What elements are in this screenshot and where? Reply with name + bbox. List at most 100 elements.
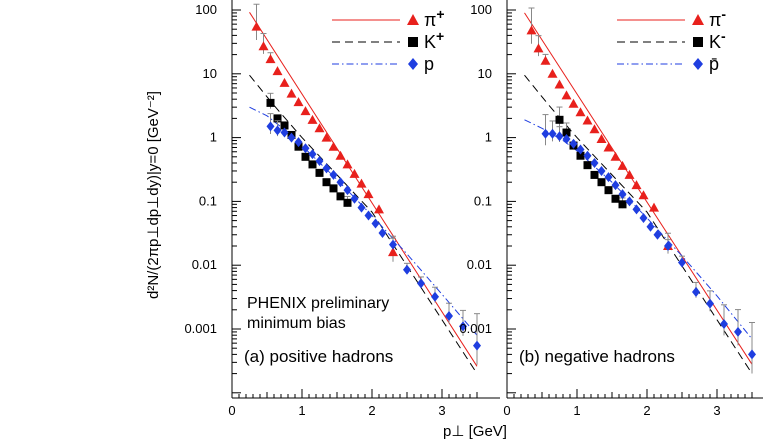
p-point: [364, 210, 373, 221]
pbar-point: [748, 349, 756, 360]
pbar-point: [541, 128, 550, 139]
x-tick-label: 2: [643, 403, 650, 418]
pi+-point: [300, 106, 311, 116]
annotation-line-1: PHENIX preliminary: [247, 295, 389, 312]
pi--point: [561, 90, 572, 100]
p-point: [266, 121, 275, 132]
pi+-point: [335, 150, 346, 160]
p-point: [315, 155, 324, 166]
pi+-point: [279, 77, 290, 87]
pbar-point: [646, 221, 655, 232]
pi--point: [589, 124, 600, 134]
pbar-point: [583, 150, 592, 161]
panel-title: (b) negative hadrons: [519, 347, 675, 366]
x-tick-label: 0: [228, 403, 235, 418]
p-point: [280, 127, 289, 138]
p-point: [343, 185, 352, 196]
legend-marker: [693, 58, 703, 70]
x-tick-label: 3: [438, 403, 445, 418]
y-tick-label: 10: [478, 66, 492, 81]
y-tick-label: 0.1: [199, 193, 217, 208]
p-point: [378, 227, 387, 238]
fit-line-dashdot: [249, 106, 478, 336]
pbar-point: [639, 212, 648, 223]
pbar-point: [597, 165, 606, 176]
legend-label: p̄: [709, 54, 719, 74]
pbar-point: [692, 287, 700, 298]
legend-marker: [693, 37, 703, 47]
pbar-point: [653, 229, 662, 240]
p-point: [431, 291, 439, 302]
pbar-point: [625, 196, 634, 207]
K+-point: [315, 168, 324, 177]
fit-line-dashdot: [524, 119, 753, 340]
legend-marker: [408, 37, 418, 47]
K+-point: [273, 114, 282, 123]
pbar-point: [590, 157, 599, 168]
annotation-line-2: minimum bias: [247, 315, 346, 332]
K--point: [576, 151, 585, 160]
pi--point: [596, 134, 607, 144]
pi--point: [575, 107, 586, 117]
pi+-point: [265, 54, 276, 64]
pbar-point: [706, 298, 714, 309]
pi+-point: [328, 141, 339, 151]
p-point: [329, 169, 338, 180]
K--point: [583, 161, 592, 170]
y-tick-label: 0.01: [192, 257, 217, 272]
pbar-point: [618, 189, 627, 200]
y-tick-label: 100: [470, 2, 492, 17]
pi+-point: [363, 189, 374, 199]
pi--point: [533, 43, 544, 53]
K+-point: [329, 184, 338, 193]
pi+-point: [342, 159, 353, 169]
p-point: [308, 149, 317, 160]
x-tick-label: 2: [368, 403, 375, 418]
legend-label: K+: [424, 28, 444, 52]
K--point: [562, 128, 571, 137]
fit-line-solid: [249, 12, 478, 367]
p-point: [389, 239, 397, 250]
p-point: [403, 264, 411, 275]
pi--point: [610, 151, 621, 161]
K--point: [597, 178, 606, 187]
K--point: [618, 200, 627, 209]
p-point: [371, 218, 380, 229]
pi--point: [568, 98, 579, 108]
y-tick-label: 1: [485, 130, 492, 145]
y-tick-label: 10: [203, 66, 217, 81]
legend-label: p: [424, 54, 434, 74]
panel-negative-hadrons: 100 10 1 0.1 0.01 0.001 0 1 2 3 π-K-p̄ (b) negative…: [459, 0, 763, 418]
pi--point: [631, 180, 642, 190]
pi--point: [554, 79, 565, 89]
p-point: [322, 163, 331, 174]
p-point: [287, 132, 296, 143]
panel-title: (a) positive hadrons: [244, 347, 393, 366]
pi--point: [540, 55, 551, 65]
p-point: [473, 340, 481, 351]
p-point: [273, 125, 282, 136]
pi+-point: [356, 178, 367, 188]
pbar-point: [555, 131, 564, 142]
pi--point: [617, 160, 628, 170]
x-tick-label: 1: [573, 403, 580, 418]
pbar-point: [611, 180, 620, 191]
K+-point: [266, 98, 275, 107]
K+-point: [301, 152, 310, 161]
x-axis-label: p⊥ [GeV]: [443, 423, 507, 440]
p-point: [445, 310, 453, 321]
pi--point: [547, 68, 558, 78]
pi+-point: [307, 114, 318, 124]
K--point: [604, 186, 613, 195]
pi+-point: [388, 247, 398, 257]
pbar-point: [720, 318, 728, 329]
p-point: [301, 143, 310, 154]
pbar-point: [664, 240, 672, 251]
y-tick-label: 0.001: [459, 321, 492, 336]
pbar-point: [569, 138, 578, 149]
p-point: [417, 278, 425, 289]
legend-marker: [692, 14, 704, 25]
legend-label: π-: [709, 6, 726, 30]
pi--point: [624, 169, 635, 179]
pbar-point: [734, 326, 742, 337]
